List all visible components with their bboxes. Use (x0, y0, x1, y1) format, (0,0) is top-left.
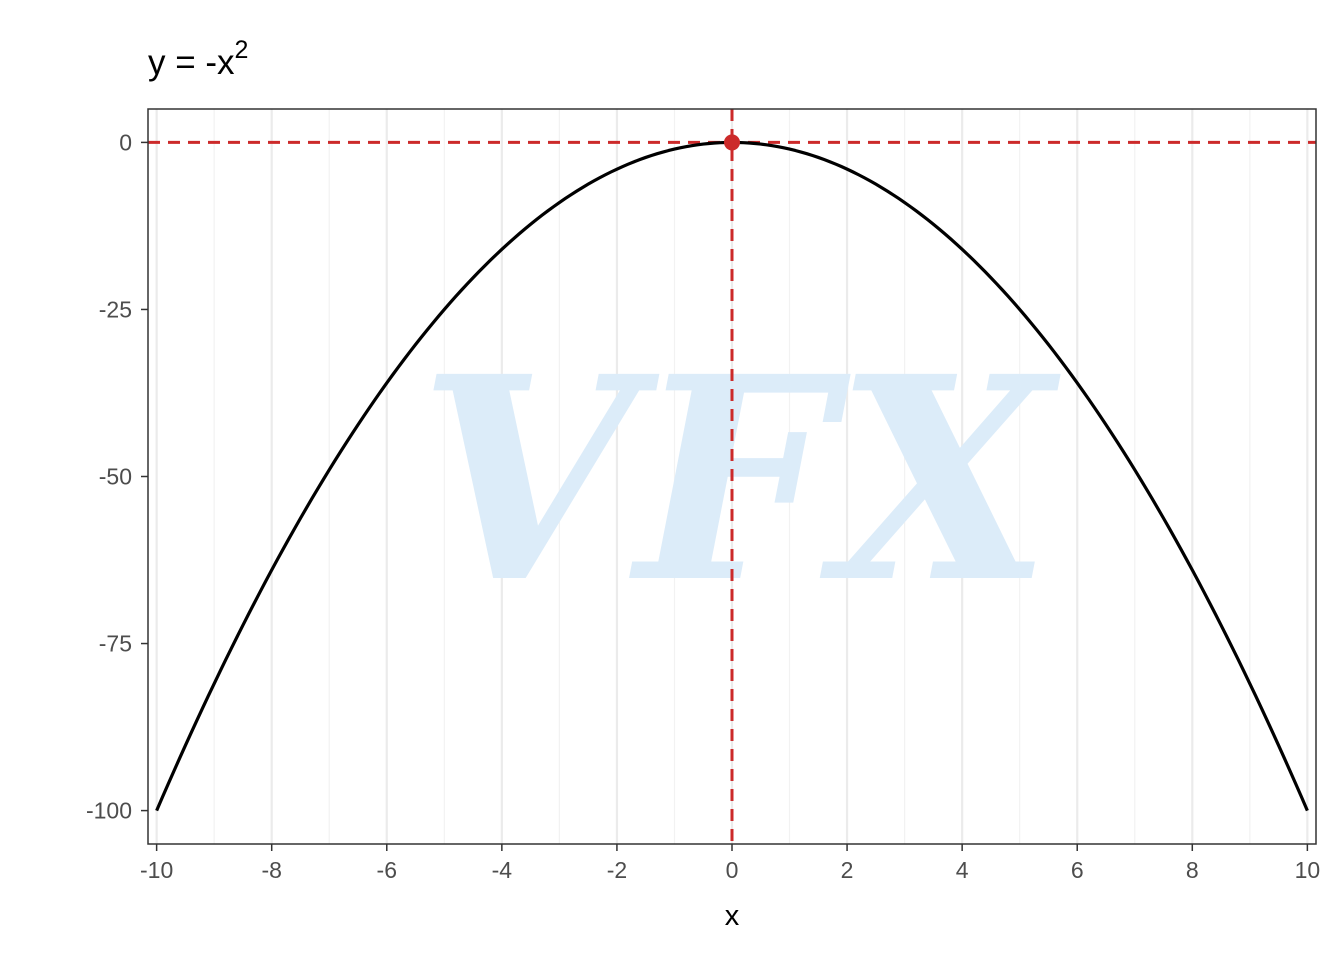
x-tick-label: -6 (377, 857, 397, 883)
x-tick-label: -2 (607, 857, 627, 883)
chart-title-base: y = -x (148, 43, 235, 82)
y-tick-label: -75 (99, 631, 132, 657)
x-tick-label: 6 (1071, 857, 1084, 883)
axis-ticks: -10 -8 -6 -4 -2 0 2 4 6 8 10 0 -25 -50 -75 -100 (86, 129, 1320, 883)
x-tick-label: 10 (1295, 857, 1321, 883)
watermark: VFX (418, 316, 1062, 645)
gridlines (155, 109, 1309, 844)
vertex-point (724, 134, 740, 151)
x-tick-label: 8 (1186, 857, 1199, 883)
x-tick-label: 4 (956, 857, 969, 883)
chart-title: y = -x2 (148, 36, 248, 82)
x-tick-label: -4 (492, 857, 513, 883)
y-tick-label: -100 (86, 798, 132, 824)
x-tick-label: 0 (726, 857, 739, 883)
x-tick-label: -8 (261, 857, 281, 883)
chart-title-superscript: 2 (235, 36, 249, 64)
x-tick-label: 2 (841, 857, 854, 883)
y-tick-label: 0 (119, 129, 132, 155)
y-tick-label: -50 (99, 464, 132, 490)
x-tick-label: -10 (140, 857, 173, 883)
y-tick-label: -25 (99, 296, 132, 322)
x-axis-title: x (725, 900, 740, 932)
